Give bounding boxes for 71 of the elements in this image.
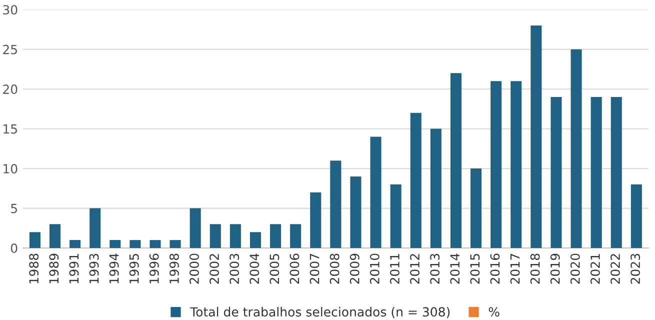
x-tick-label: 2009 <box>350 254 360 284</box>
bar <box>90 208 101 248</box>
x-tick-label: 2016 <box>490 254 500 284</box>
y-tick-label: 15 <box>4 124 17 134</box>
x-tick-label: 2023 <box>630 254 640 284</box>
x-tick-label: 2013 <box>430 254 440 284</box>
x-tick-label: 2012 <box>410 254 420 284</box>
bar <box>29 232 40 248</box>
x-tick-label: 2015 <box>470 254 480 284</box>
legend-label: Total de trabalhos selecionados (n = 308) <box>190 306 450 318</box>
x-tick-label: 1989 <box>49 254 59 284</box>
x-tick-label: 2002 <box>210 254 220 284</box>
y-tick-label: 30 <box>3 5 18 15</box>
bar <box>590 97 602 248</box>
bar <box>170 240 181 248</box>
x-tick-label: 1996 <box>149 254 159 284</box>
x-tick-label: 2021 <box>590 254 600 284</box>
x-tick-label: 2007 <box>310 254 320 284</box>
x-tick-label: 2005 <box>270 254 280 284</box>
bar <box>550 97 562 248</box>
x-tick-label: 2020 <box>570 254 580 284</box>
bar <box>630 184 642 248</box>
x-tick-label: 2000 <box>190 254 199 284</box>
x-tick-label: 2017 <box>510 254 520 284</box>
x-tick-label: 2014 <box>450 254 460 284</box>
bar <box>610 97 622 248</box>
bar <box>410 112 422 248</box>
bar <box>110 240 121 248</box>
x-tick-label: 2004 <box>250 254 260 284</box>
bar <box>510 81 522 248</box>
bar <box>230 224 241 248</box>
bar <box>250 232 262 248</box>
bar <box>270 224 282 248</box>
bar <box>450 73 462 248</box>
bar <box>49 224 61 248</box>
bar <box>530 25 542 248</box>
bar <box>390 184 402 248</box>
x-tick-label: 1998 <box>169 254 179 284</box>
bar <box>350 176 362 248</box>
bar <box>130 240 141 248</box>
bar <box>210 224 221 248</box>
bar <box>310 192 322 248</box>
bar <box>290 224 302 248</box>
x-tick-label: 2003 <box>230 254 240 284</box>
y-tick-label: 10 <box>4 164 18 174</box>
x-tick-label: 2010 <box>370 254 380 284</box>
x-tick-label: 2011 <box>390 254 400 284</box>
x-tick-label: 2022 <box>610 254 620 284</box>
legend-label: % <box>488 307 500 317</box>
x-tick-label: 2019 <box>550 254 560 284</box>
y-tick-label: 5 <box>11 204 17 214</box>
bar <box>370 136 382 248</box>
bar <box>430 128 442 248</box>
x-tick-label: 1988 <box>29 254 39 284</box>
bar <box>570 49 582 248</box>
bar <box>330 160 342 248</box>
y-tick-label: 20 <box>3 84 18 94</box>
bar <box>150 240 161 248</box>
bar <box>190 208 201 248</box>
x-tick-label: 2006 <box>290 254 300 284</box>
x-tick-label: 1994 <box>109 254 119 284</box>
x-tick-label: 1993 <box>89 254 99 284</box>
x-tick-label: 2018 <box>530 254 540 284</box>
x-tick-label: 2008 <box>330 254 340 284</box>
x-tick-label: 1995 <box>129 254 139 284</box>
bar <box>470 168 482 248</box>
bar <box>490 81 502 248</box>
y-tick-label: 0 <box>10 243 18 253</box>
y-tick-label: 25 <box>3 44 17 54</box>
x-tick-label: 1991 <box>69 254 79 284</box>
bar <box>70 240 81 248</box>
